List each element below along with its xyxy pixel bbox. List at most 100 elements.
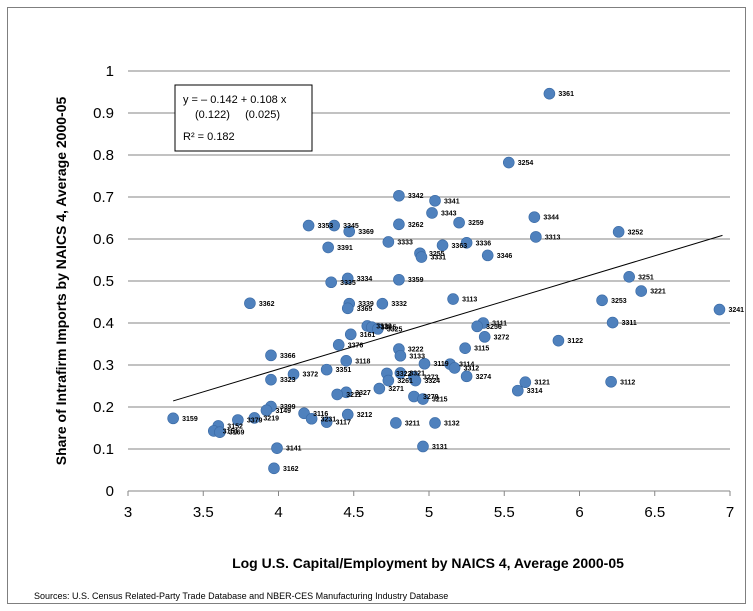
data-point	[635, 285, 648, 297]
x-tick-label: 7	[726, 504, 734, 521]
equation-line-3: R² = 0.182	[183, 131, 235, 143]
data-point	[214, 426, 226, 439]
data-point	[341, 272, 354, 285]
data-point-label: 3255	[429, 251, 445, 258]
data-point	[596, 294, 608, 307]
data-point-label: 3133	[409, 353, 425, 360]
data-point	[459, 342, 471, 355]
data-point-label: 3211	[405, 420, 420, 427]
data-point-label: 3169	[229, 430, 245, 437]
data-point-label: 3162	[283, 466, 299, 473]
data-point	[519, 376, 532, 389]
data-point	[248, 412, 261, 424]
data-point	[341, 302, 354, 315]
data-point-label: 3345	[343, 223, 359, 230]
data-point-label: 3116	[313, 411, 328, 418]
data-point-label: 3118	[355, 358, 370, 365]
data-point-label: 3311	[622, 320, 637, 327]
data-point-label: 3141	[286, 446, 302, 453]
data-point-label: 3346	[497, 253, 513, 260]
data-point-label: 3391	[337, 245, 353, 252]
data-point	[340, 354, 353, 367]
data-point	[393, 218, 405, 231]
chart-frame	[7, 7, 746, 604]
data-point-label: 3259	[468, 220, 484, 227]
data-point-label: 3372	[303, 372, 319, 379]
data-point-label: 3336	[476, 240, 492, 247]
equation-box: y = – 0.142 + 0.108 x (0.122) (0.025) R²…	[174, 84, 313, 152]
data-point-label: 3113	[462, 297, 477, 304]
data-point-label: 3114	[459, 362, 474, 369]
data-point-label: 3351	[336, 367, 352, 374]
data-point-label: 3399	[280, 404, 296, 411]
data-point-label: 3151	[223, 428, 239, 435]
data-point	[322, 241, 334, 254]
data-point-label: 3111	[492, 321, 507, 328]
data-point	[393, 189, 405, 202]
data-point-label: 3121	[534, 380, 550, 387]
data-point-label: 3272	[494, 334, 510, 341]
x-axis-title: Log U.S. Capital/Employment by NAICS 4, …	[232, 555, 624, 571]
data-point	[502, 156, 515, 169]
data-point	[448, 362, 461, 374]
data-point-label: 3379	[247, 418, 263, 425]
data-point-label: 3149	[275, 408, 291, 415]
data-point	[528, 211, 541, 223]
data-point-label: 3333	[397, 239, 413, 246]
data-point-label: 3366	[280, 353, 296, 360]
x-tick-label: 4	[274, 504, 282, 521]
data-point-label: 3112	[620, 379, 635, 386]
point-labels: 3361 3254 3342 3341 3343 3344 3259 3262 3353 3345…	[182, 91, 744, 473]
data-point	[265, 349, 277, 362]
source-note: Sources: U.S. Census Related-Party Trade…	[34, 591, 448, 601]
data-point	[287, 368, 300, 381]
data-point	[265, 373, 277, 386]
data-point	[244, 297, 256, 310]
data-point-label: 3261	[397, 378, 413, 385]
y-tick-label: 0.7	[93, 189, 114, 206]
x-tick-label: 5.5	[494, 504, 515, 521]
data-point-label: 3161	[360, 332, 376, 339]
data-point	[372, 323, 384, 335]
data-point	[453, 216, 465, 229]
data-point-label: 3362	[259, 301, 275, 308]
data-point	[713, 303, 726, 316]
data-point	[436, 239, 449, 252]
y-tick-label: 0.6	[93, 231, 114, 248]
y-tick-label: 0	[106, 483, 114, 500]
data-point-label: 3344	[543, 215, 559, 222]
data-point-label: 3211	[346, 392, 361, 399]
data-point-label: 3119	[433, 361, 448, 368]
data-point	[320, 416, 333, 428]
data-point	[331, 388, 343, 401]
data-point-label: 3324	[424, 378, 440, 385]
trendline-group	[173, 234, 723, 402]
data-point-label: 3251	[638, 274, 654, 281]
data-point-label: 3274	[476, 374, 492, 381]
data-point-label: 3122	[567, 338, 583, 345]
data-point	[332, 339, 345, 351]
data-point	[260, 404, 273, 417]
y-axis-title: Share of Intrafirm Imports by NAICS 4, A…	[53, 97, 69, 466]
data-point-label: 3152	[227, 423, 243, 430]
data-points	[167, 87, 726, 475]
data-point	[605, 375, 617, 388]
data-point	[481, 249, 494, 262]
data-point	[429, 194, 441, 207]
data-point-label: 3376	[348, 342, 364, 349]
data-point	[478, 331, 491, 343]
equation-line-1: y = – 0.142 + 0.108 x	[183, 94, 287, 106]
data-point-label: 3279	[423, 394, 439, 401]
data-point-label: 3253	[611, 298, 627, 305]
data-point	[376, 297, 389, 310]
data-point-label: 3132	[444, 420, 460, 427]
data-point-label: 3312	[464, 365, 480, 372]
data-point-label: 3117	[336, 420, 351, 427]
data-point-label: 3341	[444, 198, 460, 205]
data-point-label: 3321	[409, 370, 425, 377]
x-tick-label: 6.5	[644, 504, 665, 521]
x-tick-label: 4.5	[343, 504, 364, 521]
data-point-label: 3222	[408, 347, 424, 354]
data-point-label: 3256	[486, 324, 502, 331]
